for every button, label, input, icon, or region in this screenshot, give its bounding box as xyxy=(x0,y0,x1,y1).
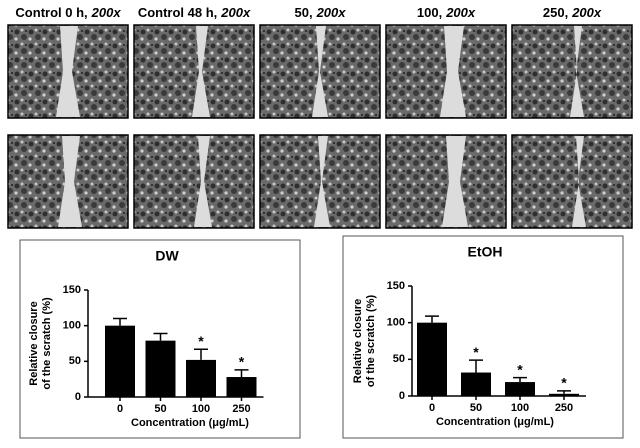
scratch-gap xyxy=(442,136,468,227)
error-bar xyxy=(194,348,208,360)
bar xyxy=(186,359,216,397)
bar xyxy=(549,393,579,396)
header-magnification: 200x xyxy=(220,5,251,20)
header-label: 100, xyxy=(417,5,442,20)
error-bar xyxy=(513,376,527,383)
y-axis-title: Relative closureof the scratch (%) xyxy=(28,297,53,390)
header-label: Control 0 h, xyxy=(15,5,87,20)
header-magnification: 200x xyxy=(91,5,122,20)
scratch-gap xyxy=(58,136,82,227)
x-tick-label: 0 xyxy=(117,403,123,415)
scratch-gap xyxy=(572,136,586,227)
scratch-gap xyxy=(56,26,80,117)
significance-mark: * xyxy=(561,375,567,391)
micrograph xyxy=(511,134,633,229)
x-tick-label: 50 xyxy=(154,403,166,415)
micrograph xyxy=(133,24,255,119)
bar xyxy=(505,382,535,396)
error-bar xyxy=(153,332,168,341)
bar xyxy=(105,325,135,397)
header-label: 250, xyxy=(543,5,568,20)
y-axis-title-line: Relative closure xyxy=(28,301,40,385)
bar xyxy=(145,340,176,397)
y-tick-label: 0 xyxy=(399,390,405,402)
bar xyxy=(417,322,447,396)
header-magnification: 200x xyxy=(445,5,476,20)
header-magnification: 200x xyxy=(571,5,602,20)
chart-frame xyxy=(342,235,624,439)
significance-mark: * xyxy=(239,354,245,370)
x-axis-title: Concentration (μg/mL) xyxy=(131,417,249,429)
y-tick-label: 150 xyxy=(387,280,405,292)
x-tick-label: 50 xyxy=(470,402,482,414)
y-axis-title-line: of the scratch (%) xyxy=(41,297,53,390)
header-label: 50, xyxy=(295,5,313,20)
column-header: Control 48 h, 200x xyxy=(138,5,251,20)
y-axis-title-line: Relative closure xyxy=(352,299,364,383)
column-header: 50, 200x xyxy=(295,5,347,20)
y-tick-label: 150 xyxy=(63,284,81,296)
scratch-gap xyxy=(440,26,466,117)
header-label: Control 48 h, xyxy=(138,5,217,20)
y-axis-title-line: of the scratch (%) xyxy=(365,295,377,388)
scratch-gap xyxy=(312,26,328,117)
scratch-gap xyxy=(192,26,210,117)
header-magnification: 200x xyxy=(316,5,347,20)
significance-mark: * xyxy=(517,361,523,377)
y-axis-title: Relative closureof the scratch (%) xyxy=(352,295,377,388)
y-tick-label: 50 xyxy=(393,353,405,365)
chart-title: EtOH xyxy=(468,244,503,260)
x-tick-label: 250 xyxy=(555,402,573,414)
scratch-gap xyxy=(570,26,584,117)
x-axis-title: Concentration (μg/mL) xyxy=(436,416,554,428)
error-bar xyxy=(557,390,571,394)
chart-title: DW xyxy=(155,248,179,264)
bar xyxy=(461,372,491,396)
chart-frame xyxy=(19,239,301,439)
error-bar xyxy=(234,369,249,378)
micrograph xyxy=(133,134,255,229)
y-tick-label: 100 xyxy=(63,320,81,332)
error-bar xyxy=(469,359,483,373)
column-header: 100, 200x xyxy=(417,5,476,20)
significance-mark: * xyxy=(198,333,204,349)
error-bar xyxy=(425,315,439,323)
significance-mark: * xyxy=(473,344,479,360)
scratch-gap xyxy=(314,136,330,227)
x-tick-label: 100 xyxy=(192,403,210,415)
scratch-gap xyxy=(194,136,212,227)
x-tick-label: 0 xyxy=(429,402,435,414)
micrograph xyxy=(511,24,633,119)
y-tick-label: 50 xyxy=(69,355,81,367)
x-tick-label: 100 xyxy=(511,402,529,414)
column-header: 250, 200x xyxy=(543,5,602,20)
column-header: Control 0 h, 200x xyxy=(15,5,121,20)
y-tick-label: 100 xyxy=(387,317,405,329)
error-bar xyxy=(113,317,127,326)
bar xyxy=(226,377,257,397)
y-tick-label: 0 xyxy=(75,391,81,403)
x-tick-label: 250 xyxy=(232,403,250,415)
